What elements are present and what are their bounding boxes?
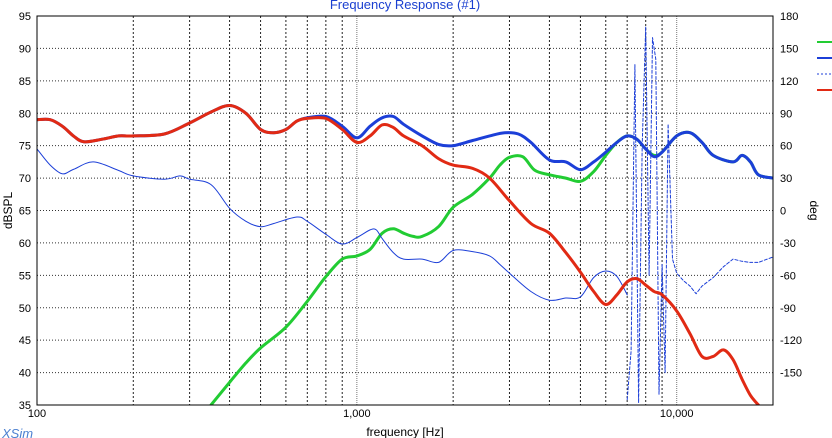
legend — [817, 41, 832, 91]
y2-tick-label: -150 — [780, 368, 802, 380]
y2-tick-label: -120 — [780, 335, 802, 347]
y2-tick-label: -60 — [780, 270, 796, 282]
chart-title: Frequency Response (#1) — [330, 0, 480, 12]
x-tick-label: 1,000 — [343, 408, 371, 420]
y2-tick-label: 90 — [780, 108, 792, 120]
y-tick-label: 95 — [19, 11, 31, 23]
y-tick-label: 75 — [19, 141, 31, 153]
y2-tick-label: -90 — [780, 303, 796, 315]
y-tick-label: 50 — [19, 303, 31, 315]
x-tick-label: 10,000 — [660, 408, 694, 420]
x-axis-label: frequency [Hz] — [366, 425, 443, 438]
grid — [37, 16, 773, 405]
y-tick-label: 60 — [19, 238, 31, 250]
y-tick-label: 80 — [19, 108, 31, 120]
y-tick-label: 85 — [19, 76, 31, 88]
y2-tick-label: 0 — [780, 206, 786, 218]
y2-tick-label: 180 — [780, 11, 798, 23]
brand-label: XSim — [1, 426, 33, 438]
series-line-4 — [626, 26, 773, 404]
y2-tick-label: 30 — [780, 173, 792, 185]
y-tick-label: 70 — [19, 173, 31, 185]
y2-tick-label: 150 — [780, 43, 798, 55]
y2-axis-label: deg — [807, 200, 821, 220]
y-tick-label: 35 — [19, 400, 31, 412]
y-tick-label: 40 — [19, 368, 31, 380]
y-tick-label: 65 — [19, 206, 31, 218]
plot-frame — [36, 15, 774, 406]
y2-tick-label: 120 — [780, 76, 798, 88]
y-tick-label: 55 — [19, 270, 31, 282]
y-tick-label: 90 — [19, 43, 31, 55]
y2-tick-label: -30 — [780, 238, 796, 250]
series-line-3 — [37, 148, 628, 301]
x-tick-label: 100 — [28, 408, 46, 420]
y2-tick-label: 60 — [780, 141, 792, 153]
y-axis-label: dBSPL — [1, 191, 15, 229]
series-lines — [37, 26, 773, 405]
tick-labels: 35 40 45 50 55 60 65 70 75 80 85 90 95 -150 -120 -90 -60… — [19, 11, 802, 420]
series-line-5 — [37, 104, 760, 405]
y-tick-label: 45 — [19, 335, 31, 347]
